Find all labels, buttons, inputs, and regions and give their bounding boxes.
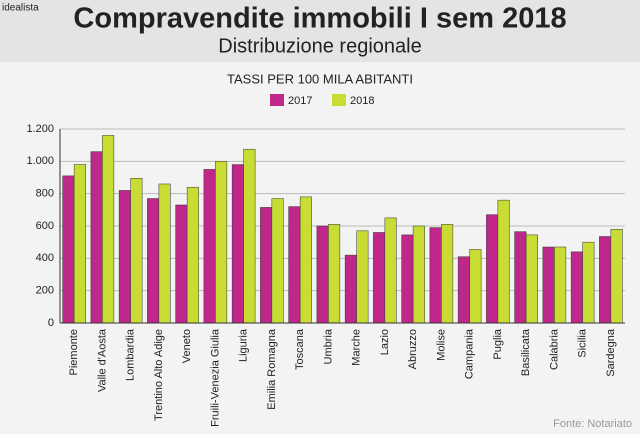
- bar: [203, 169, 216, 324]
- x-tick-label: Sicilia: [577, 328, 589, 358]
- bar: [486, 214, 499, 324]
- bar: [62, 175, 75, 324]
- x-tick-label: Campania: [464, 328, 476, 379]
- bar: [147, 198, 160, 324]
- bar: [356, 230, 369, 324]
- x-tick-label: Umbria: [322, 328, 334, 364]
- x-tick-label: Piemonte: [68, 329, 80, 375]
- chart-note: TASSI PER 100 MILA ABITANTI: [227, 71, 413, 86]
- bar: [118, 190, 131, 324]
- bar: [384, 217, 397, 324]
- bar: [90, 151, 103, 324]
- x-tick-label: Calabria: [548, 328, 560, 370]
- bar: [412, 225, 425, 324]
- y-tick-label: 800: [36, 188, 54, 200]
- x-tick-label: Puglia: [492, 328, 504, 359]
- bar: [373, 232, 386, 324]
- legend-swatch: [270, 94, 284, 106]
- bar: [316, 225, 329, 324]
- bar: [130, 178, 143, 324]
- x-tick-label: Lombardia: [125, 328, 137, 381]
- bar: [554, 246, 567, 324]
- y-tick-label: 600: [36, 220, 54, 232]
- bar: [469, 249, 482, 324]
- bar: [215, 161, 228, 324]
- x-tick-label: Liguria: [238, 328, 250, 362]
- chart-title: Compravendite immobili I sem 2018: [73, 3, 566, 35]
- x-tick-label: Valle d'Aosta: [96, 328, 108, 392]
- bar: [441, 224, 454, 324]
- x-tick-label: Basilicata: [520, 328, 532, 376]
- x-tick-label: Fruili-Venezia Giulia: [209, 328, 221, 427]
- y-tick-label: 0: [48, 317, 54, 329]
- y-tick-label: 400: [36, 252, 54, 264]
- bar: [73, 164, 86, 324]
- bar: [344, 254, 357, 324]
- source: Fonte: Notariato: [553, 418, 632, 430]
- y-tick-label: 1.000: [26, 155, 54, 167]
- bar: [102, 135, 115, 324]
- legend-label: 2017: [288, 95, 312, 107]
- x-tick-label: Trentino Alto Adige: [153, 329, 165, 421]
- bar: [599, 236, 612, 324]
- x-tick-label: Molise: [435, 329, 447, 361]
- legend-swatch: [332, 94, 346, 106]
- y-tick-label: 200: [36, 285, 54, 297]
- header-bg: [0, 0, 640, 62]
- x-tick-label: Lazio: [379, 329, 391, 355]
- bar: [186, 186, 199, 324]
- legend-label: 2018: [350, 95, 374, 107]
- x-tick-label: Sardegna: [605, 328, 617, 377]
- bar: [582, 241, 595, 324]
- bar: [158, 183, 171, 324]
- x-tick-label: Marche: [351, 329, 363, 366]
- bar: [570, 251, 583, 324]
- bar: [288, 206, 301, 324]
- bar: [271, 198, 284, 324]
- bar: [243, 148, 256, 324]
- x-tick-label: Abruzzo: [407, 329, 419, 369]
- bar: [328, 224, 341, 324]
- bar: [231, 164, 244, 324]
- x-tick-label: Toscana: [294, 328, 306, 370]
- x-tick-label: Veneto: [181, 329, 193, 363]
- bar: [260, 207, 273, 324]
- bar: [175, 204, 188, 324]
- bar: [542, 246, 555, 324]
- bar: [457, 256, 470, 324]
- bar: [497, 199, 510, 324]
- x-tick-label: Emilia Romagna: [266, 328, 278, 410]
- bar: [525, 234, 538, 324]
- bar: [610, 228, 623, 324]
- bar: [299, 196, 312, 324]
- bar: [429, 227, 442, 324]
- bar: [514, 231, 527, 324]
- y-tick-label: 1.200: [26, 123, 54, 135]
- bar: [401, 234, 414, 324]
- brand: idealista: [2, 3, 39, 14]
- chart-subtitle: Distribuzione regionale: [218, 35, 421, 57]
